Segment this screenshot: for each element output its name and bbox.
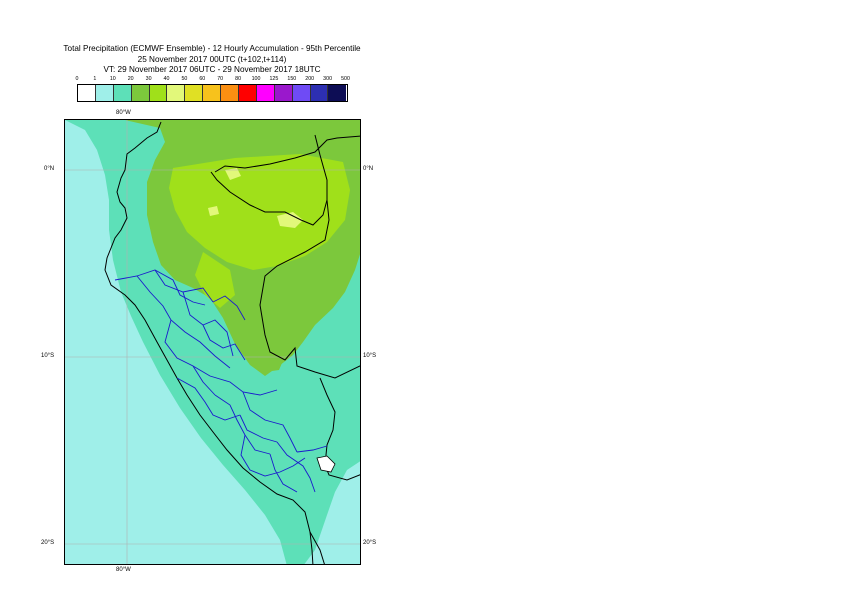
legend-swatch (167, 85, 186, 101)
title-line-2: 25 November 2017 00UTC (t+102,t+114) (137, 55, 287, 64)
lat-label-20-right: 20°S (363, 540, 377, 546)
legend-swatch (221, 85, 240, 101)
precip-lime-region-2 (195, 252, 235, 308)
legend-swatch (185, 85, 204, 101)
color-legend (77, 84, 348, 102)
regional-borders (114, 269, 328, 493)
precipitation-map (64, 119, 361, 565)
legend-label: 10 (109, 76, 116, 82)
legend-swatch (95, 85, 114, 101)
precip-yellow-patch-1 (277, 212, 303, 228)
legend-label: 30 (145, 76, 152, 82)
lake-titicaca (316, 455, 336, 473)
legend-swatch (113, 85, 132, 101)
title-line-3: VT: 29 November 2017 06UTC - 29 November… (103, 65, 321, 74)
legend-swatch (203, 85, 222, 101)
lat-label-0-left: 0°N (44, 166, 55, 172)
legend-swatch (149, 85, 168, 101)
legend-label: 50 (181, 76, 188, 82)
legend-labels: 0 1 10 20 30 40 50 60 70 80 100 125 150 200 300 500 (0, 76, 842, 85)
legend-label: 40 (163, 76, 170, 82)
lon-label-bottom: 80°W (116, 567, 131, 573)
legend-label: 100 (251, 76, 261, 82)
legend-swatch (78, 85, 96, 101)
country-borders (104, 121, 360, 564)
legend-label: 1 (93, 76, 97, 82)
legend-swatch (274, 85, 293, 101)
legend-label: 70 (217, 76, 224, 82)
legend-label: 80 (235, 76, 242, 82)
legend-label: 500 (341, 76, 350, 82)
legend-swatch (310, 85, 329, 101)
legend-swatch (239, 85, 257, 101)
title-line-1: Total Precipitation (ECMWF Ensemble) - 1… (63, 44, 361, 53)
legend-swatch (292, 85, 311, 101)
legend-swatch (256, 85, 275, 101)
legend-swatch (328, 85, 347, 101)
legend-label: 125 (269, 76, 279, 82)
legend-label: 150 (287, 76, 297, 82)
legend-swatch (131, 85, 150, 101)
legend-label: 60 (199, 76, 206, 82)
precip-yellow-patch-3 (208, 206, 219, 216)
legend-label: 20 (127, 76, 134, 82)
graticule (65, 120, 360, 564)
lat-label-20-left: 20°S (41, 540, 55, 546)
legend-label: 200 (305, 76, 315, 82)
lon-label-top: 80°W (116, 110, 131, 116)
legend-label: 300 (323, 76, 333, 82)
lat-label-10-right: 10°S (363, 353, 377, 359)
precip-lime-region (169, 154, 350, 270)
map-canvas (65, 120, 360, 564)
precip-yellow-patch-2 (225, 168, 241, 180)
lat-label-10-left: 10°S (41, 353, 55, 359)
legend-label: 0 (75, 76, 79, 82)
lat-label-0-right: 0°N (363, 166, 374, 172)
